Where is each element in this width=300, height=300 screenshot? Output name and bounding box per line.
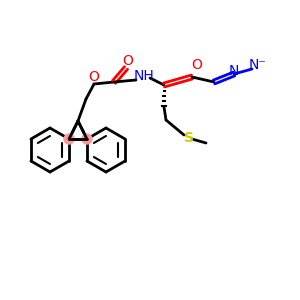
Circle shape: [64, 134, 74, 144]
Text: N: N: [229, 64, 239, 78]
Text: N⁻: N⁻: [249, 58, 267, 72]
Text: O: O: [123, 54, 134, 68]
Circle shape: [82, 134, 92, 144]
Text: O: O: [192, 58, 203, 72]
Text: O: O: [88, 70, 99, 84]
Text: S: S: [184, 131, 194, 145]
Text: NH: NH: [134, 69, 154, 83]
